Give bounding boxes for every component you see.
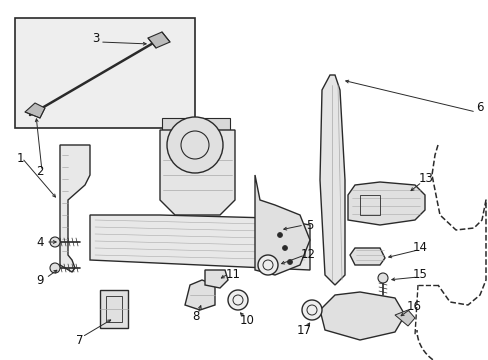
Circle shape [377, 273, 387, 283]
Text: 1: 1 [16, 152, 24, 165]
Polygon shape [148, 32, 170, 48]
Text: 3: 3 [92, 32, 100, 45]
Text: 15: 15 [412, 269, 427, 282]
Circle shape [277, 233, 282, 238]
Text: 10: 10 [239, 314, 254, 327]
Polygon shape [100, 290, 128, 328]
Text: 14: 14 [412, 240, 427, 253]
Polygon shape [162, 118, 229, 130]
Circle shape [50, 263, 60, 273]
Polygon shape [160, 130, 235, 215]
Polygon shape [60, 145, 90, 272]
Polygon shape [90, 215, 309, 270]
Text: 4: 4 [36, 235, 43, 248]
Text: 6: 6 [475, 100, 483, 113]
Polygon shape [349, 248, 384, 265]
Text: 7: 7 [76, 333, 83, 346]
Circle shape [258, 255, 278, 275]
Text: 9: 9 [36, 274, 43, 287]
Polygon shape [25, 103, 45, 118]
Polygon shape [347, 182, 424, 225]
Polygon shape [15, 18, 195, 128]
Circle shape [282, 246, 287, 251]
Text: 2: 2 [36, 165, 43, 177]
Text: 5: 5 [305, 219, 313, 231]
Polygon shape [319, 292, 404, 340]
Text: 8: 8 [192, 310, 199, 323]
Circle shape [167, 117, 223, 173]
Text: 17: 17 [296, 324, 311, 337]
Polygon shape [394, 310, 414, 326]
Text: 11: 11 [225, 267, 240, 280]
Polygon shape [254, 175, 309, 275]
Circle shape [50, 237, 60, 247]
Polygon shape [204, 270, 227, 288]
Circle shape [227, 290, 247, 310]
Circle shape [287, 260, 292, 265]
Circle shape [302, 300, 321, 320]
Polygon shape [184, 280, 215, 310]
Text: 16: 16 [406, 301, 421, 314]
Polygon shape [319, 75, 345, 285]
Text: 12: 12 [300, 248, 315, 261]
Text: 13: 13 [418, 171, 432, 185]
